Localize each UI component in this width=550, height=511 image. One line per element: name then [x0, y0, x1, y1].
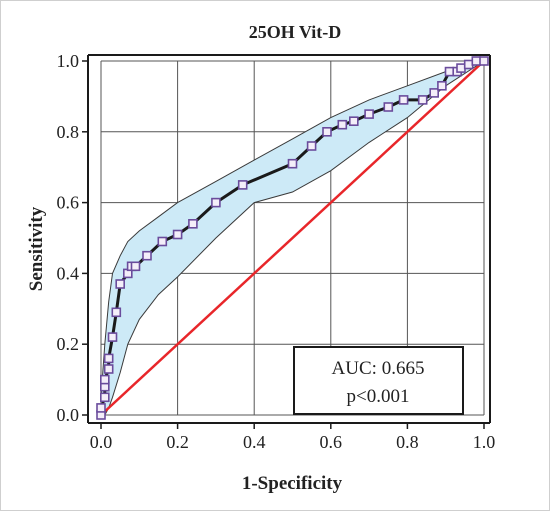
x-tick-label: 0.0 — [90, 432, 113, 452]
x-axis-label: 1-Specificity — [242, 473, 343, 494]
auc-annotation-box: AUC: 0.665 p<0.001 — [293, 346, 464, 415]
y-tick-label: 0.8 — [57, 122, 80, 142]
roc-point-marker — [172, 229, 183, 240]
y-tick-label: 0.6 — [57, 193, 80, 213]
roc-point-marker — [237, 180, 248, 190]
y-tick-label: 0.4 — [57, 263, 80, 283]
confidence-upper-edge — [100, 60, 485, 398]
roc-point-marker — [429, 88, 440, 98]
roc-point-marker — [287, 158, 298, 169]
roc-markers — [96, 56, 489, 420]
reference-diagonal-line — [100, 60, 485, 416]
auc-value: AUC: 0.665 — [332, 358, 425, 379]
roc-point-marker — [437, 81, 447, 91]
roc-point-marker — [96, 403, 106, 413]
roc-point-marker — [471, 56, 482, 66]
chart-title: 25OH Vit-D — [249, 22, 342, 42]
roc-point-marker — [479, 56, 489, 66]
x-tick-label: 0.6 — [320, 432, 343, 452]
y-tick-label: 0.2 — [57, 334, 80, 354]
roc-point-marker — [364, 109, 374, 119]
roc-point-marker — [111, 307, 122, 318]
roc-point-marker — [348, 116, 359, 126]
roc-point-marker — [322, 127, 332, 137]
roc-point-marker — [142, 250, 152, 261]
roc-point-marker — [115, 279, 125, 289]
confidence-lower-edge — [101, 60, 485, 416]
y-tick-label: 1.0 — [57, 51, 80, 71]
roc-point-marker — [100, 374, 110, 385]
roc-point-marker — [188, 219, 198, 229]
y-tick-label: 0.0 — [57, 405, 80, 425]
roc-point-marker — [107, 332, 118, 342]
roc-point-marker — [103, 353, 114, 364]
roc-point-marker — [417, 95, 428, 105]
roc-point-marker — [211, 197, 221, 208]
roc-point-marker — [130, 261, 141, 272]
x-axis-ticks: 0.0 0.2 0.4 0.6 0.8 1.0 — [90, 423, 496, 452]
roc-point-marker — [444, 66, 455, 77]
p-value: p<0.001 — [347, 386, 410, 407]
roc-point-marker — [157, 236, 168, 247]
roc-point-marker — [100, 392, 110, 403]
x-tick-label: 0.8 — [396, 432, 419, 452]
roc-point-marker — [306, 141, 317, 151]
roc-point-marker — [456, 63, 466, 73]
x-tick-label: 1.0 — [473, 432, 496, 452]
plot-area-border — [87, 54, 491, 424]
roc-point-marker — [383, 102, 394, 112]
x-tick-label: 0.4 — [243, 432, 266, 452]
roc-point-marker — [398, 95, 409, 105]
roc-point-marker — [337, 119, 348, 130]
y-axis-label: Sensitivity — [26, 206, 47, 291]
y-axis-ticks: 0.0 0.2 0.4 0.6 0.8 1.0 — [57, 51, 88, 425]
x-tick-label: 0.2 — [166, 432, 189, 452]
roc-point-marker — [103, 364, 114, 374]
